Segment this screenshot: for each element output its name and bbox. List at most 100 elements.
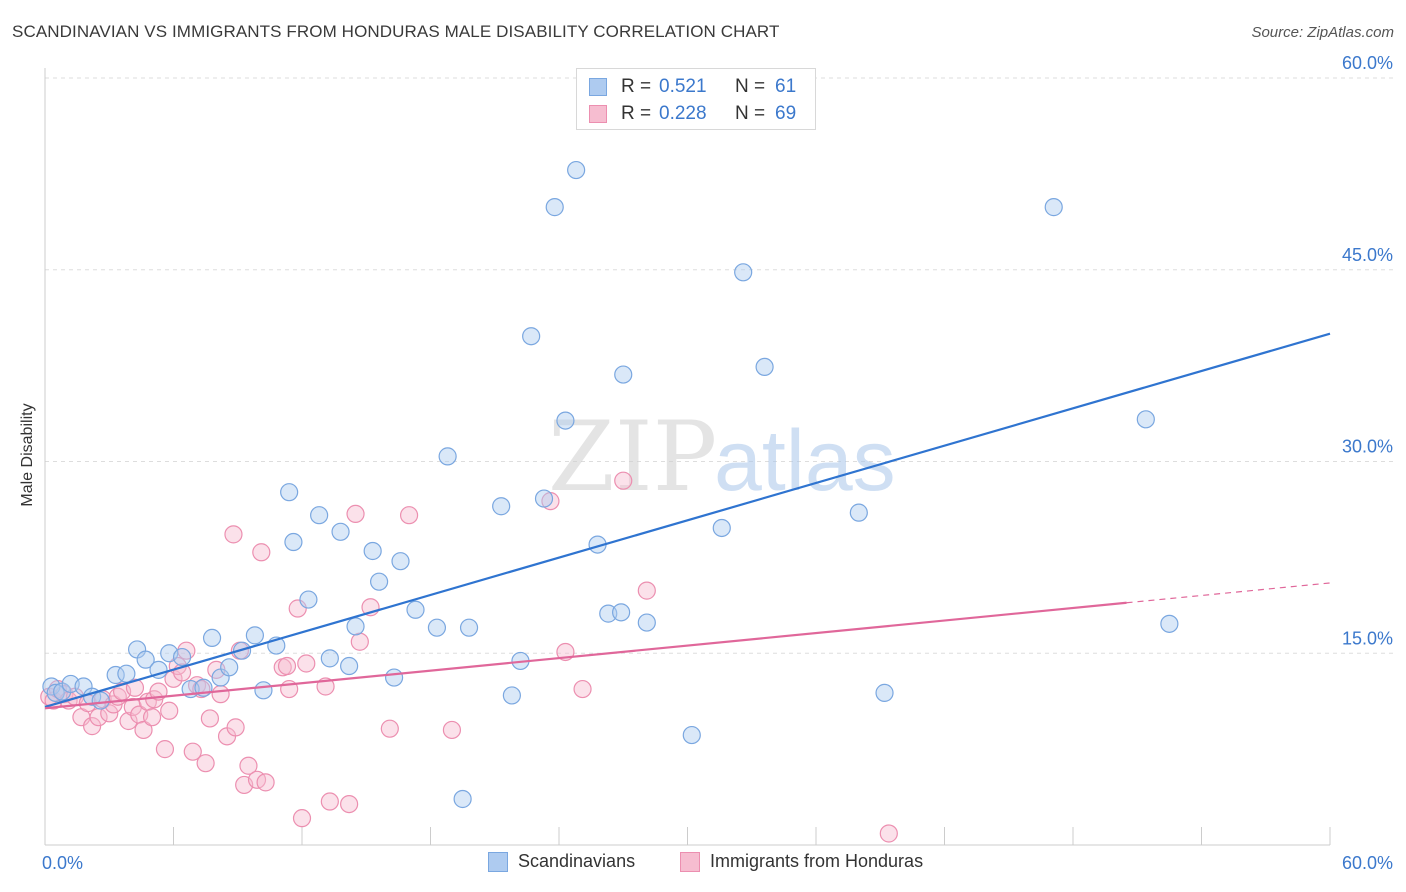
data-point-scandinavians — [534, 489, 554, 508]
y-tick-label: 30.0% — [1342, 437, 1393, 457]
data-point-scandinavians — [117, 664, 136, 683]
data-point-scandinavians — [346, 617, 365, 636]
data-point-honduras — [160, 701, 179, 720]
data-point-scandinavians — [136, 650, 155, 669]
data-point-honduras — [183, 742, 202, 761]
data-point-honduras — [100, 704, 119, 723]
trend-line-honduras — [44, 601, 1127, 710]
data-point-honduras — [125, 678, 145, 697]
data-point-honduras — [879, 824, 898, 843]
legend-n-label: N = — [735, 76, 766, 97]
data-point-scandinavians — [734, 263, 753, 282]
data-point-honduras — [292, 809, 312, 828]
x-tick-label: 0.0% — [42, 853, 83, 873]
data-point-honduras — [226, 718, 245, 737]
legend-row-scandinavians: R = 0.521 N = 61 — [589, 75, 796, 99]
data-point-honduras — [637, 581, 656, 600]
data-point-scandinavians — [254, 681, 273, 700]
data-point-scandinavians — [492, 497, 511, 516]
data-point-scandinavians — [1160, 614, 1179, 633]
series-legend: Scandinavians Immigrants from Honduras — [0, 851, 1406, 877]
legend-r-label: R = — [621, 76, 652, 97]
data-point-honduras — [224, 525, 243, 544]
tick-labels: 15.0% 30.0% 45.0% 60.0% 0.0% 60.0% — [42, 53, 1393, 873]
axes — [44, 68, 1331, 846]
data-point-scandinavians — [453, 789, 472, 809]
data-point-honduras — [119, 711, 138, 731]
data-point-scandinavians — [567, 160, 586, 180]
data-point-honduras — [614, 471, 633, 490]
data-point-honduras — [573, 679, 592, 699]
data-point-honduras — [277, 656, 297, 676]
legend-swatch-blue — [488, 851, 508, 872]
data-point-scandinavians — [556, 411, 575, 430]
data-point-scandinavians — [310, 506, 329, 525]
data-point-scandinavians — [712, 518, 731, 538]
legend-r-value: 0.228 — [659, 103, 707, 124]
data-point-honduras — [83, 717, 102, 736]
data-point-scandinavians — [363, 541, 382, 561]
correlation-legend: R = 0.521 N = 61 R = 0.228 N = 69 — [576, 68, 816, 130]
data-point-scandinavians — [849, 503, 868, 522]
data-point-scandinavians — [502, 686, 521, 705]
data-point-scandinavians — [280, 483, 299, 502]
data-point-scandinavians — [682, 725, 701, 745]
data-point-scandinavians — [545, 198, 564, 217]
data-point-honduras — [442, 720, 462, 740]
watermark-atlas: atlas — [714, 413, 896, 509]
trend-lines — [44, 332, 1331, 710]
data-point-scandinavians — [331, 522, 350, 541]
legend-r-label: R = — [621, 103, 652, 124]
legend-row-honduras: R = 0.228 N = 69 — [589, 102, 796, 126]
legend-label-honduras: Immigrants from Honduras — [710, 851, 924, 871]
data-point-scandinavians — [284, 532, 303, 552]
data-point-scandinavians — [755, 357, 774, 377]
data-point-scandinavians — [245, 626, 264, 645]
data-point-scandinavians — [91, 691, 110, 710]
legend-r-value: 0.521 — [659, 76, 707, 97]
grid-lines — [45, 77, 1395, 654]
legend-swatch-pink — [680, 851, 700, 872]
trend-line-honduras-extension — [1126, 582, 1331, 604]
y-tick-label: 45.0% — [1342, 245, 1393, 265]
data-point-honduras — [399, 506, 419, 525]
data-point-scandinavians — [459, 618, 479, 637]
data-point-scandinavians — [614, 365, 633, 384]
data-point-scandinavians — [612, 603, 631, 622]
data-point-scandinavians — [172, 647, 192, 667]
legend-item-honduras[interactable]: Immigrants from Honduras — [680, 851, 923, 872]
legend-label-scandinavians: Scandinavians — [518, 851, 636, 871]
y-tick-label: 15.0% — [1342, 628, 1393, 648]
data-point-honduras — [320, 792, 339, 811]
data-point-honduras — [350, 632, 369, 651]
legend-n-value: 69 — [775, 103, 797, 124]
data-point-scandinavians — [46, 683, 65, 702]
data-point-honduras — [380, 719, 399, 738]
data-point-scandinavians — [1044, 198, 1063, 217]
data-point-honduras — [155, 740, 175, 759]
data-point-scandinavians — [299, 590, 318, 609]
data-point-scandinavians — [384, 668, 404, 687]
data-point-scandinavians — [340, 656, 359, 676]
legend-item-scandinavians[interactable]: Scandinavians — [488, 851, 635, 872]
trend-line-scandinavians — [44, 332, 1331, 708]
data-point-scandinavians — [875, 683, 894, 702]
data-point-scandinavians — [522, 327, 541, 346]
y-tick-label: 60.0% — [1342, 53, 1393, 73]
data-point-scandinavians — [202, 628, 222, 648]
legend-swatch-pink — [589, 105, 607, 123]
data-point-honduras — [340, 794, 359, 814]
data-point-scandinavians — [637, 613, 656, 632]
data-point-honduras — [239, 756, 258, 775]
series-scandinavians-points — [42, 160, 1179, 809]
data-point-honduras — [297, 654, 316, 673]
chart-title: SCANDINAVIAN VS IMMIGRANTS FROM HONDURAS… — [12, 22, 780, 41]
data-point-honduras — [346, 504, 365, 524]
data-point-honduras — [252, 543, 271, 562]
legend-n-value: 61 — [775, 76, 797, 97]
data-point-honduras — [134, 720, 153, 740]
data-point-scandinavians — [438, 447, 457, 466]
legend-swatch-blue — [589, 78, 607, 96]
data-point-honduras — [142, 708, 162, 727]
